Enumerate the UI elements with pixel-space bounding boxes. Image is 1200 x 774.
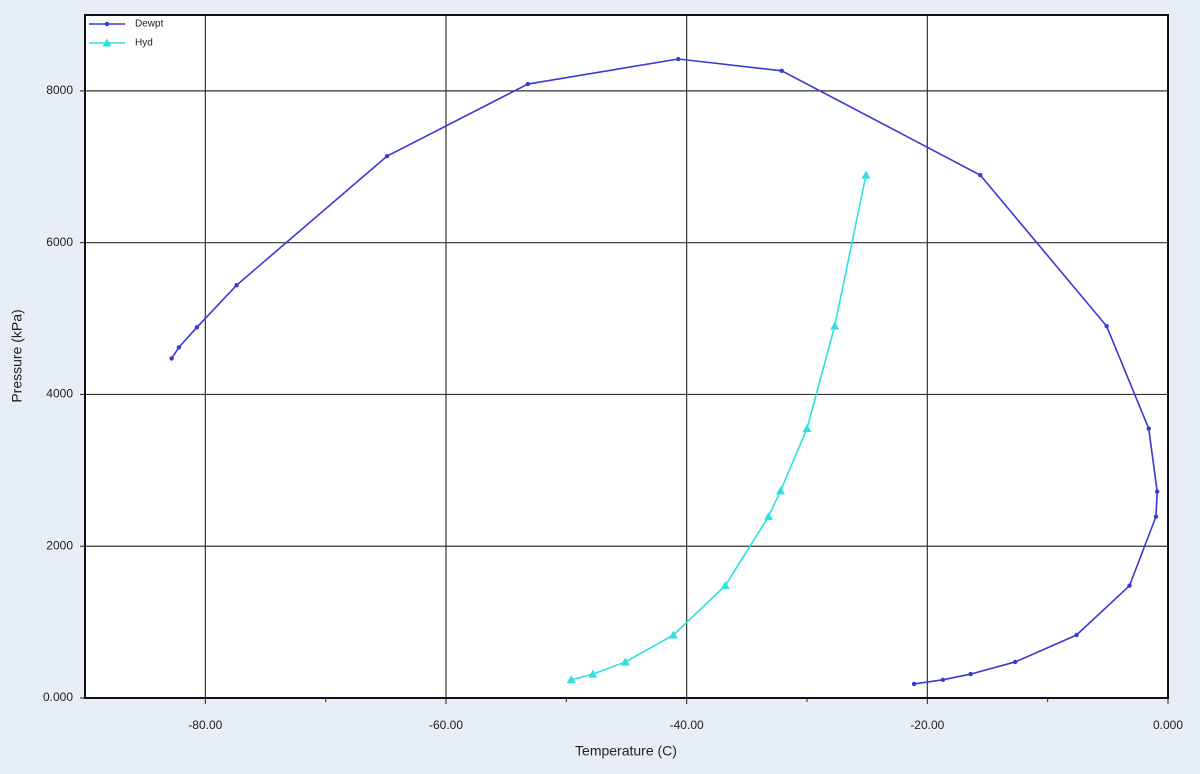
y-axis-label: Pressure (kPa) bbox=[9, 309, 25, 402]
marker bbox=[566, 675, 576, 684]
marker bbox=[1104, 323, 1109, 329]
x-tick-label: -80.00 bbox=[188, 718, 222, 732]
marker bbox=[1127, 583, 1132, 588]
x-tick-label: -60.00 bbox=[429, 718, 463, 732]
marker bbox=[802, 424, 812, 433]
legend-marker bbox=[104, 21, 110, 27]
marker bbox=[169, 356, 174, 361]
marker bbox=[620, 657, 630, 666]
legend-label: Hyd bbox=[135, 38, 153, 49]
marker bbox=[1012, 659, 1018, 665]
marker bbox=[525, 81, 531, 87]
marker bbox=[861, 170, 871, 179]
legend-label: Dewpt bbox=[135, 19, 164, 30]
plot-frame bbox=[84, 14, 1169, 699]
marker bbox=[176, 345, 182, 350]
x-axis-label: Temperature (C) bbox=[575, 743, 677, 759]
y-tick-label: 0.000 bbox=[43, 690, 73, 704]
marker bbox=[940, 677, 946, 682]
legend-marker bbox=[102, 38, 112, 47]
marker bbox=[968, 671, 973, 677]
marker bbox=[830, 321, 840, 330]
marker bbox=[234, 282, 239, 288]
marker bbox=[763, 512, 773, 521]
marker bbox=[720, 581, 730, 590]
y-tick-label: 6000 bbox=[46, 235, 73, 249]
series-line bbox=[570, 174, 867, 681]
marker bbox=[1154, 489, 1160, 494]
marker bbox=[779, 68, 784, 73]
marker bbox=[1146, 426, 1151, 431]
marker bbox=[978, 172, 983, 178]
plot-area bbox=[85, 15, 1168, 698]
x-tick-label: -20.00 bbox=[910, 718, 944, 732]
marker bbox=[668, 630, 678, 639]
marker bbox=[1153, 514, 1159, 519]
marker bbox=[194, 325, 200, 330]
marker bbox=[588, 669, 598, 678]
marker bbox=[676, 56, 681, 62]
y-tick-label: 8000 bbox=[46, 83, 73, 97]
marker bbox=[1074, 632, 1079, 638]
y-tick-label: 4000 bbox=[46, 387, 73, 401]
x-tick-label: -40.00 bbox=[670, 718, 704, 732]
x-tick-label: 0.000 bbox=[1153, 718, 1183, 732]
marker bbox=[384, 153, 390, 159]
marker bbox=[911, 681, 917, 687]
y-tick-label: 2000 bbox=[46, 538, 73, 552]
marker bbox=[776, 486, 786, 495]
